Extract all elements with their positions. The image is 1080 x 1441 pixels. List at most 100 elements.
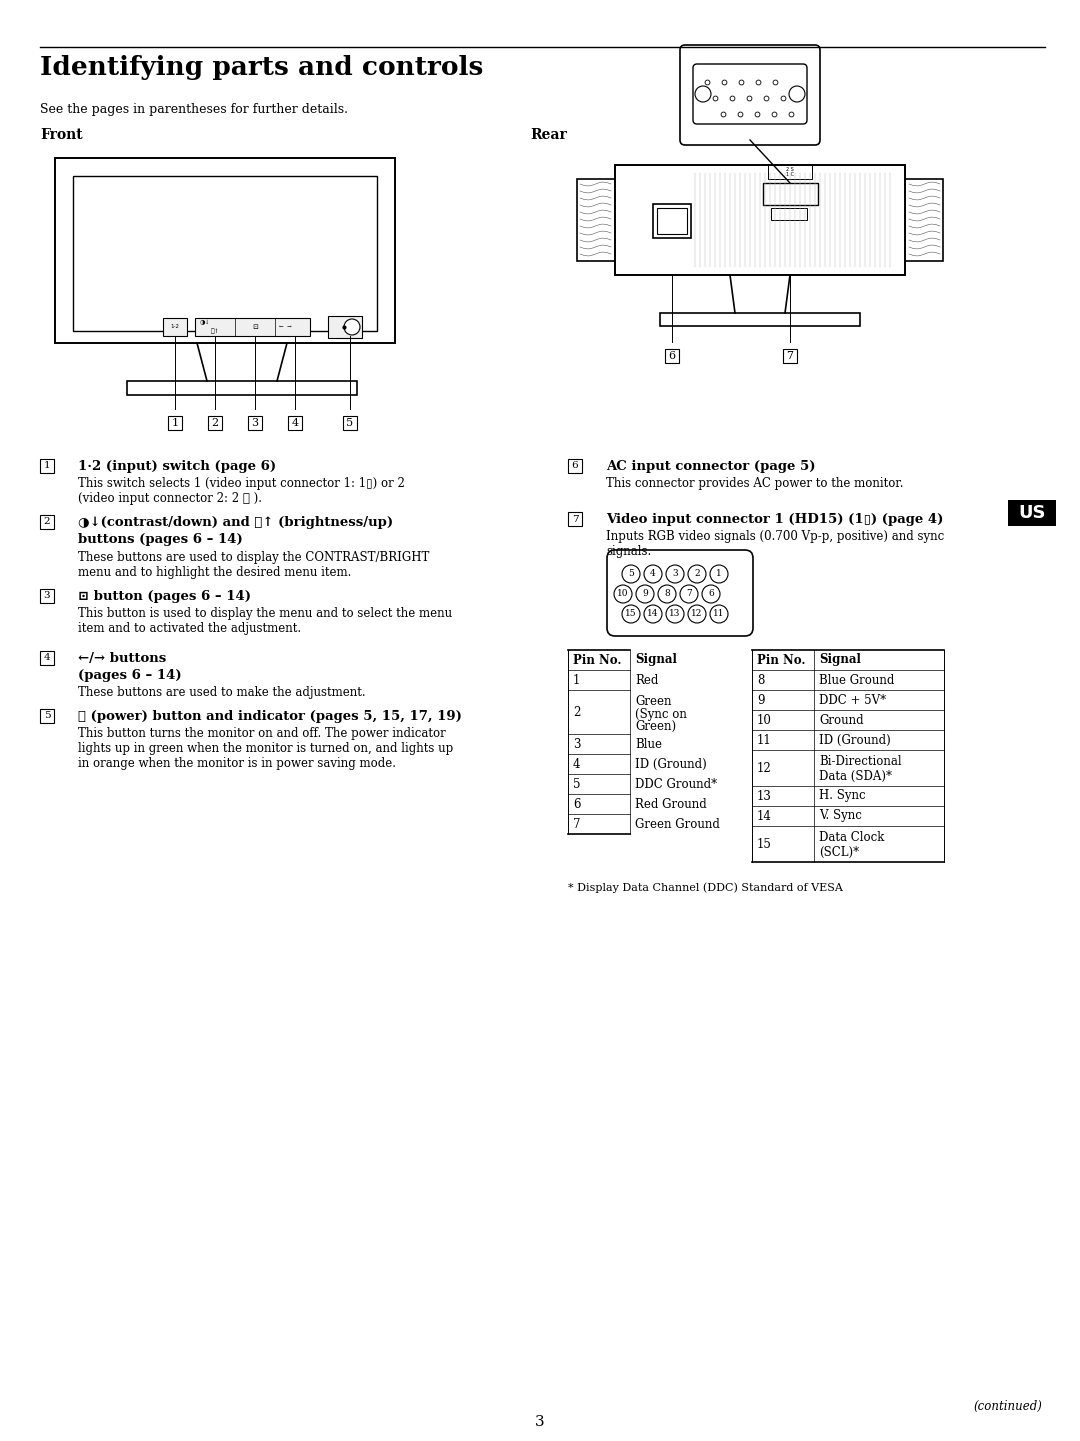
Text: 12: 12	[691, 610, 703, 618]
FancyBboxPatch shape	[607, 550, 753, 635]
Bar	[1008, 500, 1056, 526]
Text: Front: Front	[40, 128, 83, 143]
Text: 2 S
1 C: 2 S 1 C	[786, 167, 794, 177]
Circle shape	[644, 605, 662, 623]
Text: Blue: Blue	[635, 738, 662, 751]
Text: lights up in green when the monitor is turned on, and lights up: lights up in green when the monitor is t…	[78, 742, 454, 755]
Text: Green: Green	[635, 695, 672, 708]
Circle shape	[658, 585, 676, 602]
Bar	[40, 651, 54, 664]
Text: 1-2: 1-2	[171, 324, 179, 330]
Circle shape	[622, 565, 640, 584]
Bar	[40, 709, 54, 723]
Bar	[783, 349, 797, 363]
Text: ⊡: ⊡	[252, 323, 258, 331]
Text: buttons (pages 6 – 14): buttons (pages 6 – 14)	[78, 533, 243, 546]
Text: ◑↓(contrast/down) and ☆↑ (brightness/up): ◑↓(contrast/down) and ☆↑ (brightness/up)	[78, 516, 393, 529]
Text: 14: 14	[757, 810, 772, 823]
Text: This button turns the monitor on and off. The power indicator: This button turns the monitor on and off…	[78, 728, 446, 741]
Text: (pages 6 – 14): (pages 6 – 14)	[78, 669, 181, 682]
Text: 4: 4	[43, 654, 51, 663]
Text: 8: 8	[664, 589, 670, 598]
Circle shape	[622, 605, 640, 623]
Bar	[248, 416, 262, 429]
Bar	[665, 349, 679, 363]
Circle shape	[789, 86, 805, 102]
Text: Inputs RGB video signals (0.700 Vp-p, positive) and sync: Inputs RGB video signals (0.700 Vp-p, po…	[606, 530, 944, 543]
Bar	[288, 416, 302, 429]
Text: 1: 1	[172, 418, 178, 428]
Bar	[163, 318, 187, 336]
Text: menu and to highlight the desired menu item.: menu and to highlight the desired menu i…	[78, 566, 351, 579]
Text: This connector provides AC power to the monitor.: This connector provides AC power to the …	[606, 477, 904, 490]
Text: Green Ground: Green Ground	[635, 817, 720, 830]
Bar	[657, 208, 687, 233]
Circle shape	[636, 585, 654, 602]
Text: Video input connector 1 (HD15) (1▯) (page 4): Video input connector 1 (HD15) (1▯) (pag…	[606, 513, 943, 526]
Text: Rear: Rear	[530, 128, 567, 143]
Text: 11: 11	[713, 610, 725, 618]
Bar	[762, 183, 818, 205]
Text: Identifying parts and controls: Identifying parts and controls	[40, 55, 484, 81]
Text: 7: 7	[686, 589, 692, 598]
Circle shape	[710, 605, 728, 623]
Bar	[73, 176, 377, 331]
Text: Data Clock: Data Clock	[819, 831, 885, 844]
Text: 1: 1	[573, 673, 580, 686]
Bar	[55, 159, 395, 343]
Text: 5: 5	[43, 712, 51, 720]
Text: 10: 10	[757, 713, 772, 726]
Circle shape	[688, 565, 706, 584]
Text: Pin No.: Pin No.	[573, 654, 621, 667]
Text: 7: 7	[573, 817, 581, 830]
Bar	[195, 318, 310, 336]
Text: ←/→ buttons: ←/→ buttons	[78, 651, 166, 664]
Text: 3: 3	[252, 418, 258, 428]
Text: ID (Ground): ID (Ground)	[635, 758, 706, 771]
Text: ☆↑: ☆↑	[211, 329, 219, 334]
Text: 4: 4	[650, 569, 656, 578]
Circle shape	[615, 585, 632, 602]
Text: 3: 3	[43, 591, 51, 601]
Circle shape	[710, 565, 728, 584]
Circle shape	[680, 585, 698, 602]
Bar	[615, 166, 905, 275]
Bar	[40, 514, 54, 529]
Text: 8: 8	[757, 673, 765, 686]
Text: See the pages in parentheses for further details.: See the pages in parentheses for further…	[40, 102, 348, 115]
Text: 2: 2	[694, 569, 700, 578]
Bar	[40, 589, 54, 602]
Text: 6: 6	[708, 589, 714, 598]
Text: 4: 4	[573, 758, 581, 771]
Text: ⊡ button (pages 6 – 14): ⊡ button (pages 6 – 14)	[78, 589, 251, 602]
Text: These buttons are used to make the adjustment.: These buttons are used to make the adjus…	[78, 686, 366, 699]
FancyBboxPatch shape	[680, 45, 820, 146]
Text: ID (Ground): ID (Ground)	[819, 733, 891, 746]
Text: 1·2 (input) switch (page 6): 1·2 (input) switch (page 6)	[78, 460, 276, 473]
Text: (SCL)*: (SCL)*	[819, 846, 859, 859]
Text: Red: Red	[635, 673, 659, 686]
Bar	[208, 416, 222, 429]
Text: Green): Green)	[635, 720, 676, 733]
Bar	[127, 380, 357, 395]
Bar	[653, 205, 691, 238]
Text: 2: 2	[43, 517, 51, 526]
Circle shape	[345, 318, 360, 334]
Text: 3: 3	[536, 1415, 544, 1429]
Text: V. Sync: V. Sync	[819, 810, 862, 823]
Text: item and to activated the adjustment.: item and to activated the adjustment.	[78, 623, 301, 635]
Circle shape	[666, 565, 684, 584]
Text: This switch selects 1 (video input connector 1: 1▯) or 2: This switch selects 1 (video input conne…	[78, 477, 405, 490]
Text: (continued): (continued)	[973, 1401, 1042, 1414]
Bar	[771, 208, 807, 220]
Text: 5: 5	[629, 569, 634, 578]
Text: H. Sync: H. Sync	[819, 790, 866, 803]
Text: 15: 15	[625, 610, 637, 618]
Text: ◑↓: ◑↓	[200, 320, 211, 326]
Text: DDC Ground*: DDC Ground*	[635, 778, 717, 791]
Bar	[568, 460, 582, 473]
Circle shape	[666, 605, 684, 623]
Text: signals.: signals.	[606, 545, 651, 558]
Text: ⏻ (power) button and indicator (pages 5, 15, 17, 19): ⏻ (power) button and indicator (pages 5,…	[78, 710, 462, 723]
Text: 9: 9	[757, 693, 765, 706]
